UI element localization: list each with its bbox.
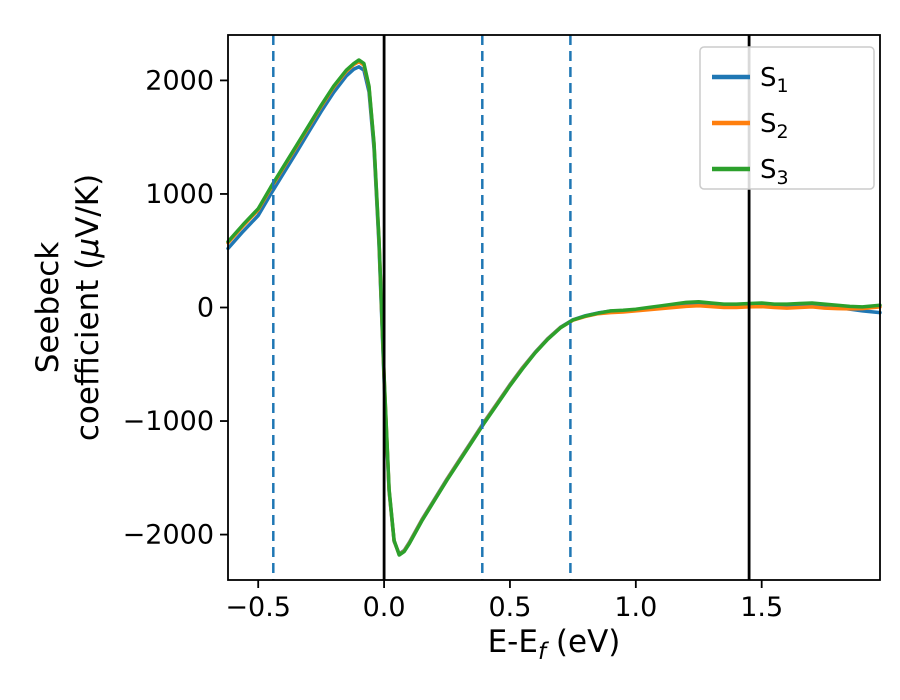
y-tick-label: 0 [197, 293, 214, 324]
x-tick-label: 1.0 [614, 592, 657, 623]
y-tick-label: −2000 [123, 520, 214, 551]
y-tick-label: 1000 [145, 179, 214, 210]
x-axis-label: E-Ef (eV) [488, 624, 621, 665]
x-tick-label: 0.0 [363, 592, 406, 623]
y-tick-label: −1000 [123, 406, 214, 437]
y-tick-label: 2000 [145, 65, 214, 96]
y-axis-label-line2: coefficient (μV/K) [70, 174, 106, 441]
x-tick-label: 1.5 [740, 592, 783, 623]
legend-box [699, 46, 875, 190]
y-axis-label-line1: Seebeck [30, 242, 66, 374]
legend-label-S3: S3 [760, 155, 789, 189]
legend-label-S2: S2 [760, 109, 789, 143]
x-tick-label: −0.5 [225, 592, 291, 623]
x-tick-label: 0.5 [488, 592, 531, 623]
legend-label-S1: S1 [760, 63, 789, 97]
series-line-S3 [226, 58, 882, 557]
